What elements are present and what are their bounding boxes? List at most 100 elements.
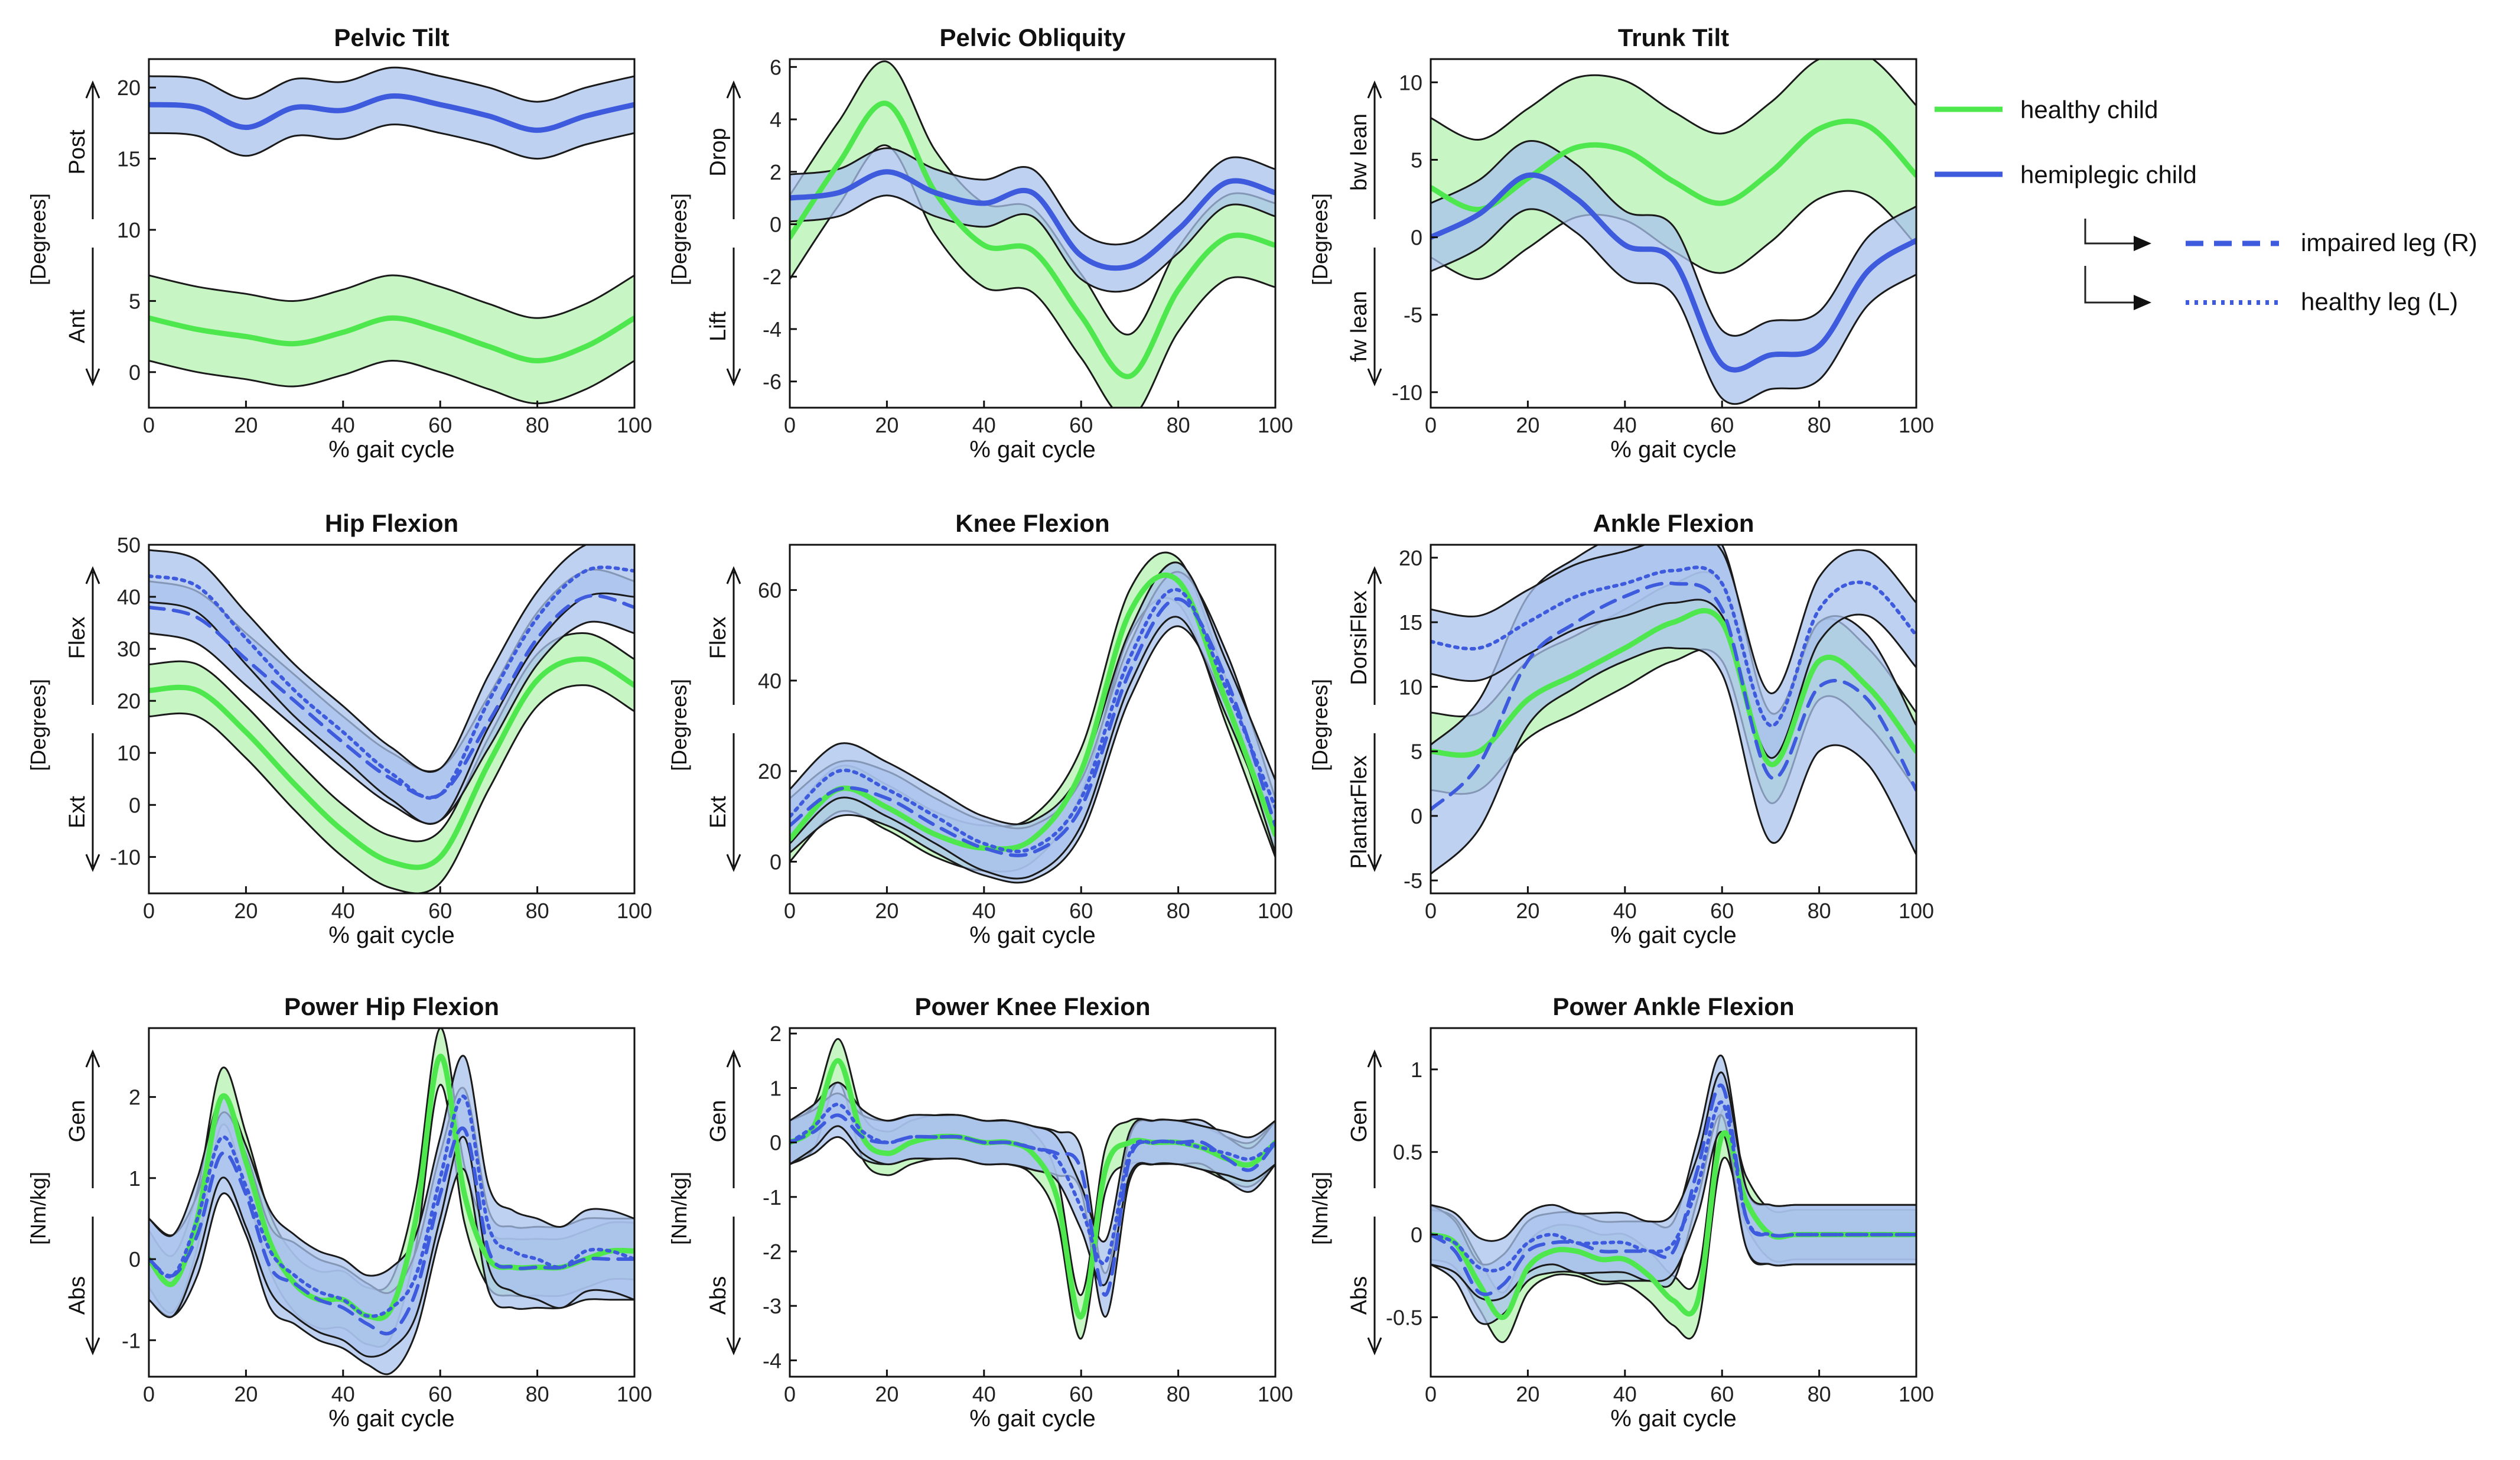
power-knee-flexion-healthy-leg-l-line (790, 1103, 1275, 1266)
hip-flexion-healthy-child-band-lower-edge (149, 684, 634, 893)
knee-flexion-upper-arrow-label: Flex (706, 617, 731, 659)
knee-flexion-healthy-child-line (790, 572, 1275, 852)
pelvic-tilt-healthy-child-band (149, 275, 634, 404)
trunk-tilt-healthy-child-band-upper-edge (1431, 59, 1916, 141)
arrow-up-icon (1367, 80, 1382, 99)
hip-flexion-healthy-leg-l-line (149, 565, 634, 800)
pelvic-obliquity-title: Pelvic Obliquity (939, 24, 1126, 51)
knee-flexion-x-axis-label: % gait cycle (969, 922, 1095, 948)
hip-flexion-y-tick-label: 40 (117, 585, 141, 609)
knee-flexion-panel: Knee Flexion 0 20 40 60 80 100 % gait cycle 0 20 4… (667, 509, 1293, 948)
hip-flexion-y-tick-label: 50 (117, 533, 141, 557)
power-hip-flexion-x-tick-label: 80 (526, 1382, 549, 1406)
power-ankle-flexion-x-tick-label: 100 (1899, 1382, 1934, 1406)
pelvic-obliquity-x-tick-label: 80 (1167, 413, 1190, 437)
pelvic-tilt-y-tick-label: 20 (117, 76, 141, 100)
hip-flexion-healthy-child-line (149, 656, 634, 870)
trunk-tilt-panel: Trunk Tilt 0 20 40 60 80 100 % gait cycle -10 -5 0… (1308, 24, 1934, 463)
arrow-down-icon (1367, 854, 1382, 872)
arrow-down-icon (726, 1337, 741, 1355)
knee-flexion-title: Knee Flexion (955, 509, 1109, 537)
power-knee-flexion-y-tick-label: -1 (763, 1185, 782, 1209)
power-hip-flexion-impaired-leg-r-band-lower-edge (149, 1168, 634, 1376)
knee-flexion-healthy-leg-l-line (790, 587, 1275, 854)
knee-flexion-y-tick-label: 40 (758, 669, 782, 693)
pelvic-tilt-hemiplegic-child-line (149, 93, 634, 133)
pelvic-tilt-title: Pelvic Tilt (334, 24, 449, 51)
ankle-flexion-y-tick-label: 5 (1411, 740, 1422, 764)
pelvic-obliquity-y-axis-unit-label: [Degrees] (667, 193, 691, 285)
arrow-down-icon (726, 368, 741, 386)
arrow-up-icon (1367, 1049, 1382, 1068)
ankle-flexion-x-axis-label: % gait cycle (1610, 922, 1736, 948)
trunk-tilt-axes-box (1430, 58, 1917, 409)
knee-flexion-x-tick-label: 0 (784, 899, 796, 923)
arrow-up-icon (85, 1049, 100, 1068)
hip-flexion-axes-box (148, 544, 636, 895)
knee-flexion-x-tick-label: 40 (972, 899, 996, 923)
arrow-up-icon (726, 80, 741, 99)
power-knee-flexion-y-tick-label: 2 (770, 1022, 782, 1046)
arrow-down-icon (85, 368, 100, 386)
power-hip-flexion-x-tick-label: 100 (617, 1382, 652, 1406)
ankle-flexion-x-tick-label: 80 (1808, 899, 1831, 923)
knee-flexion-y-tick-label: 0 (770, 850, 782, 874)
power-knee-flexion-title: Power Knee Flexion (914, 993, 1150, 1020)
arrow-up-icon (85, 566, 100, 584)
trunk-tilt-y-tick-label: -5 (1404, 303, 1422, 327)
trunk-tilt-x-tick-label: 80 (1808, 413, 1831, 437)
power-knee-flexion-y-tick-label: -2 (763, 1240, 782, 1264)
hip-flexion-x-tick-label: 100 (617, 899, 652, 923)
pelvic-obliquity-hemiplegic-child-band-lower-edge (790, 194, 1275, 293)
ankle-flexion-y-tick-label: 0 (1411, 804, 1422, 828)
trunk-tilt-y-tick-label: 0 (1411, 226, 1422, 250)
power-hip-flexion-healthy-leg-l-line (149, 1094, 634, 1318)
pelvic-tilt-x-tick-label: 20 (234, 413, 258, 437)
pelvic-obliquity-healthy-child-band (790, 61, 1275, 408)
power-ankle-flexion-y-axis-unit-label: [Nm/kg] (1308, 1172, 1332, 1245)
pelvic-tilt-healthy-child-band-upper-edge (149, 274, 634, 319)
pelvic-obliquity-hemiplegic-child-band-upper-edge (790, 147, 1275, 246)
pelvic-tilt-y-tick-label: 15 (117, 147, 141, 171)
knee-flexion-x-tick-label: 100 (1258, 899, 1293, 923)
pelvic-obliquity-x-tick-label: 100 (1258, 413, 1293, 437)
power-ankle-flexion-y-tick-label: 1 (1411, 1058, 1422, 1082)
pelvic-tilt-healthy-child-line (149, 315, 634, 364)
knee-flexion-y-axis-unit-label: [Degrees] (667, 679, 691, 771)
pelvic-tilt-panel: Pelvic Tilt 0 20 40 60 80 100 % gait cycle 0 5 10 1… (26, 24, 652, 463)
ankle-flexion-x-tick-label: 0 (1425, 899, 1437, 923)
hip-flexion-x-tick-label: 40 (331, 899, 355, 923)
pelvic-tilt-x-tick-label: 0 (143, 413, 155, 437)
power-hip-flexion-x-tick-label: 40 (331, 1382, 355, 1406)
hip-flexion-y-axis-unit-label: [Degrees] (26, 679, 50, 771)
trunk-tilt-title: Trunk Tilt (1618, 24, 1729, 51)
power-hip-flexion-data-layer (149, 1028, 634, 1376)
pelvic-obliquity-y-tick-label: -4 (763, 317, 782, 342)
power-knee-flexion-x-tick-label: 60 (1069, 1382, 1093, 1406)
power-knee-flexion-x-tick-label: 20 (875, 1382, 898, 1406)
ankle-flexion-y-axis-unit-label: [Degrees] (1308, 679, 1332, 771)
pelvic-tilt-x-axis-label: % gait cycle (328, 437, 454, 463)
pelvic-tilt-x-tick-label: 80 (526, 413, 549, 437)
trunk-tilt-x-tick-label: 60 (1710, 413, 1734, 437)
pelvic-obliquity-y-tick-label: 2 (770, 160, 782, 184)
hip-flexion-panel: Hip Flexion 0 20 40 60 80 100 % gait cycle -10 0 1… (26, 509, 652, 948)
trunk-tilt-x-tick-label: 20 (1516, 413, 1539, 437)
arrow-right-icon (2134, 236, 2151, 251)
pelvic-tilt-y-tick-label: 10 (117, 218, 141, 242)
ankle-flexion-x-tick-label: 60 (1710, 899, 1734, 923)
trunk-tilt-upper-arrow-label: bw lean (1347, 113, 1372, 191)
trunk-tilt-healthy-child-line (1431, 118, 1916, 212)
pelvic-obliquity-x-tick-label: 60 (1069, 413, 1093, 437)
pelvic-tilt-hemiplegic-child-band-lower-edge (149, 123, 634, 160)
arrow-down-icon (85, 1337, 100, 1355)
power-hip-flexion-x-tick-label: 20 (234, 1382, 258, 1406)
trunk-tilt-healthy-child-band (1431, 59, 1916, 279)
power-ankle-flexion-y-tick-label: 0 (1411, 1223, 1422, 1247)
power-ankle-flexion-y-tick-label: 0.5 (1393, 1140, 1422, 1165)
power-hip-flexion-impaired-leg-r-line (149, 1126, 634, 1336)
power-hip-flexion-x-tick-label: 60 (428, 1382, 452, 1406)
knee-flexion-axes-box (789, 544, 1277, 895)
knee-flexion-x-tick-label: 60 (1069, 899, 1093, 923)
